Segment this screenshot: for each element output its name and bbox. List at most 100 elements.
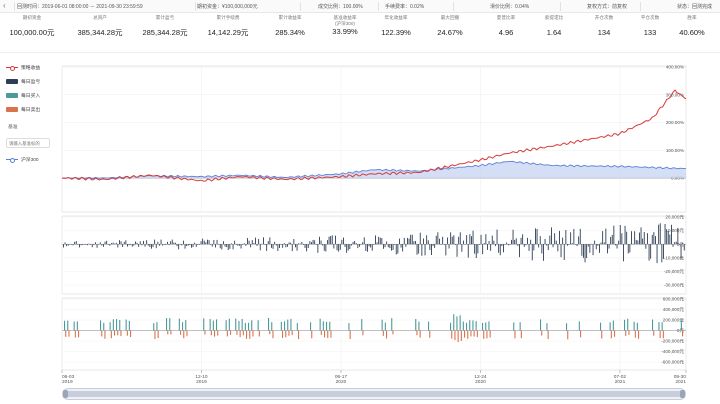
buy-bar (381, 319, 383, 331)
pnl-bar (618, 240, 620, 245)
pnl-bar (239, 244, 240, 246)
pnl-bar (506, 242, 508, 245)
legend-daily-pnl[interactable]: 每日盈亏 (6, 78, 40, 85)
sell-bar (476, 330, 478, 338)
sell-bar (249, 330, 251, 339)
pnl-bar (360, 244, 362, 245)
stat-label: 总资产 (93, 15, 107, 20)
pnl-bar (613, 225, 615, 245)
pnl-bar (173, 242, 175, 245)
strategy-line (61, 89, 687, 182)
pnl-bar (667, 231, 669, 245)
pnl-bar (384, 244, 386, 248)
pnl-bar (125, 240, 127, 245)
pnl-bar (91, 244, 93, 248)
pnl-bar (456, 244, 458, 257)
color-swatch-icon (6, 79, 18, 84)
pnl-bar (416, 244, 418, 255)
legend-daily-sell[interactable]: 每日卖出 (6, 106, 40, 113)
pnl-bar (599, 244, 600, 253)
pnl-bar (594, 240, 596, 245)
pnl-bar (333, 244, 335, 249)
sell-bar (610, 330, 612, 339)
slider-left-handle[interactable] (63, 390, 68, 398)
y-tick-label: -200,000元 (661, 339, 684, 345)
buy-bar (251, 320, 253, 331)
sell-bar (130, 330, 132, 337)
pnl-bar (373, 244, 375, 245)
y-tick-label: 400.00% (666, 65, 684, 70)
buy-bar (212, 320, 214, 331)
stat-value: 24.67% (437, 28, 463, 37)
fill-ratio-info: 成交比例：100.00% (318, 4, 363, 10)
pnl-bar (418, 244, 420, 254)
divider (640, 2, 641, 11)
pnl-bar (592, 244, 594, 256)
slider-right-handle[interactable] (680, 390, 685, 398)
stat-label: 累计手续费 (216, 15, 240, 20)
buy-bar (472, 320, 474, 331)
buy-bar (178, 318, 180, 331)
pnl-bar (581, 244, 583, 256)
slider-range-fill[interactable] (65, 391, 683, 397)
sell-bar (110, 330, 112, 339)
chevron-left-icon[interactable]: ‹ (3, 1, 6, 10)
x-tick-label: 12-10 (195, 374, 208, 380)
pnl-bar (315, 244, 317, 245)
buy-bar (116, 319, 118, 331)
buy-bar (241, 318, 243, 331)
pnl-bar (175, 242, 176, 245)
pnl-bar (629, 244, 631, 253)
stat-label: 胜率 (687, 15, 697, 20)
pnl-bar (280, 244, 282, 245)
pnl-bar (640, 227, 642, 245)
backtest-period: 回测时间：2019-06-01 08:00:00 － 2021-09-30 23… (17, 4, 143, 10)
pnl-bar (171, 239, 173, 245)
pnl-bar (608, 244, 610, 249)
y-tick-label: 300.00% (666, 92, 684, 97)
pnl-bar (458, 236, 460, 245)
pnl-bar (675, 241, 677, 245)
sell-bar (65, 330, 67, 337)
pnl-bar (528, 244, 530, 251)
pnl-bar (347, 244, 349, 251)
time-range-slider[interactable] (62, 388, 686, 400)
pnl-bar (354, 241, 356, 245)
buy-bar (287, 319, 289, 331)
pnl-bar (261, 243, 263, 245)
pnl-bar (450, 232, 452, 245)
pnl-bar (551, 227, 552, 245)
pnl-bar (231, 243, 232, 245)
buy-bar (652, 319, 654, 331)
legend-daily-buy[interactable]: 每日买入 (6, 92, 40, 99)
pnl-bar (584, 244, 586, 263)
pnl-bar (467, 244, 469, 258)
sell-bar (520, 330, 522, 339)
pnl-bar (338, 244, 340, 252)
benchmark-input[interactable] (6, 138, 50, 148)
pnl-bar (679, 244, 680, 245)
pnl-bar (307, 244, 309, 248)
stat-sublabel: (沪深300) (335, 21, 355, 26)
sell-bar (114, 330, 116, 336)
legend-benchmark-hs300[interactable]: 沪深300 (6, 156, 39, 163)
pnl-bar (463, 240, 464, 245)
divider (195, 2, 196, 11)
pnl-bar (178, 244, 180, 250)
section-divider (0, 52, 720, 53)
buy-bar (661, 322, 663, 331)
pnl-bar (218, 244, 220, 245)
pnl-bar (127, 244, 128, 247)
legend-strategy-return[interactable]: 策略收益 (6, 64, 40, 71)
buy-bar (627, 318, 629, 331)
pnl-bar (605, 228, 607, 245)
sell-bar (580, 330, 582, 338)
y-tick-label: -400,000元 (661, 349, 684, 355)
pnl-bar (242, 244, 244, 245)
pnl-bar (109, 244, 111, 246)
pnl-bar (101, 244, 103, 246)
stat-win-rate: 胜率 40.60% (662, 15, 720, 38)
pnl-bar (429, 244, 431, 251)
pnl-bar (79, 244, 80, 248)
pnl-bar (83, 244, 85, 245)
